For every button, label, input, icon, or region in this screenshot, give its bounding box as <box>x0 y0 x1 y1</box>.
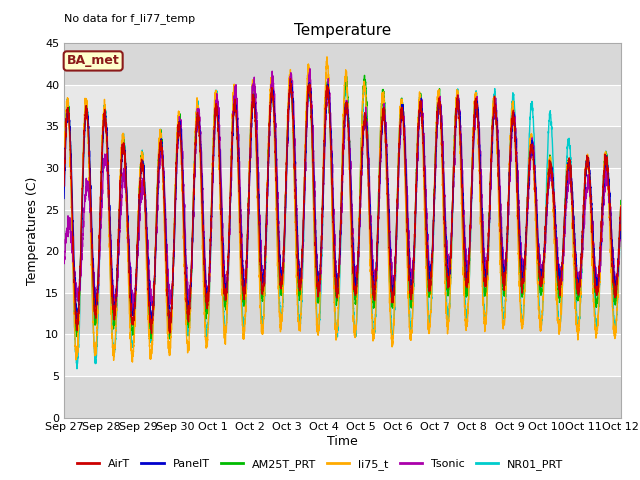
Bar <box>64 210 621 251</box>
Legend: AirT, PanelT, AM25T_PRT, li75_t, Tsonic, NR01_PRT: AirT, PanelT, AM25T_PRT, li75_t, Tsonic,… <box>72 455 568 474</box>
Bar <box>64 43 621 85</box>
Bar <box>64 126 621 168</box>
Title: Temperature: Temperature <box>294 23 391 38</box>
Y-axis label: Temperatures (C): Temperatures (C) <box>26 176 40 285</box>
Text: No data for f_li77_temp: No data for f_li77_temp <box>64 13 195 24</box>
Bar <box>64 293 621 335</box>
Bar <box>64 85 621 126</box>
Text: BA_met: BA_met <box>67 54 120 67</box>
Bar <box>64 251 621 293</box>
Bar <box>64 168 621 210</box>
Bar <box>64 376 621 418</box>
X-axis label: Time: Time <box>327 435 358 448</box>
Bar <box>64 335 621 376</box>
